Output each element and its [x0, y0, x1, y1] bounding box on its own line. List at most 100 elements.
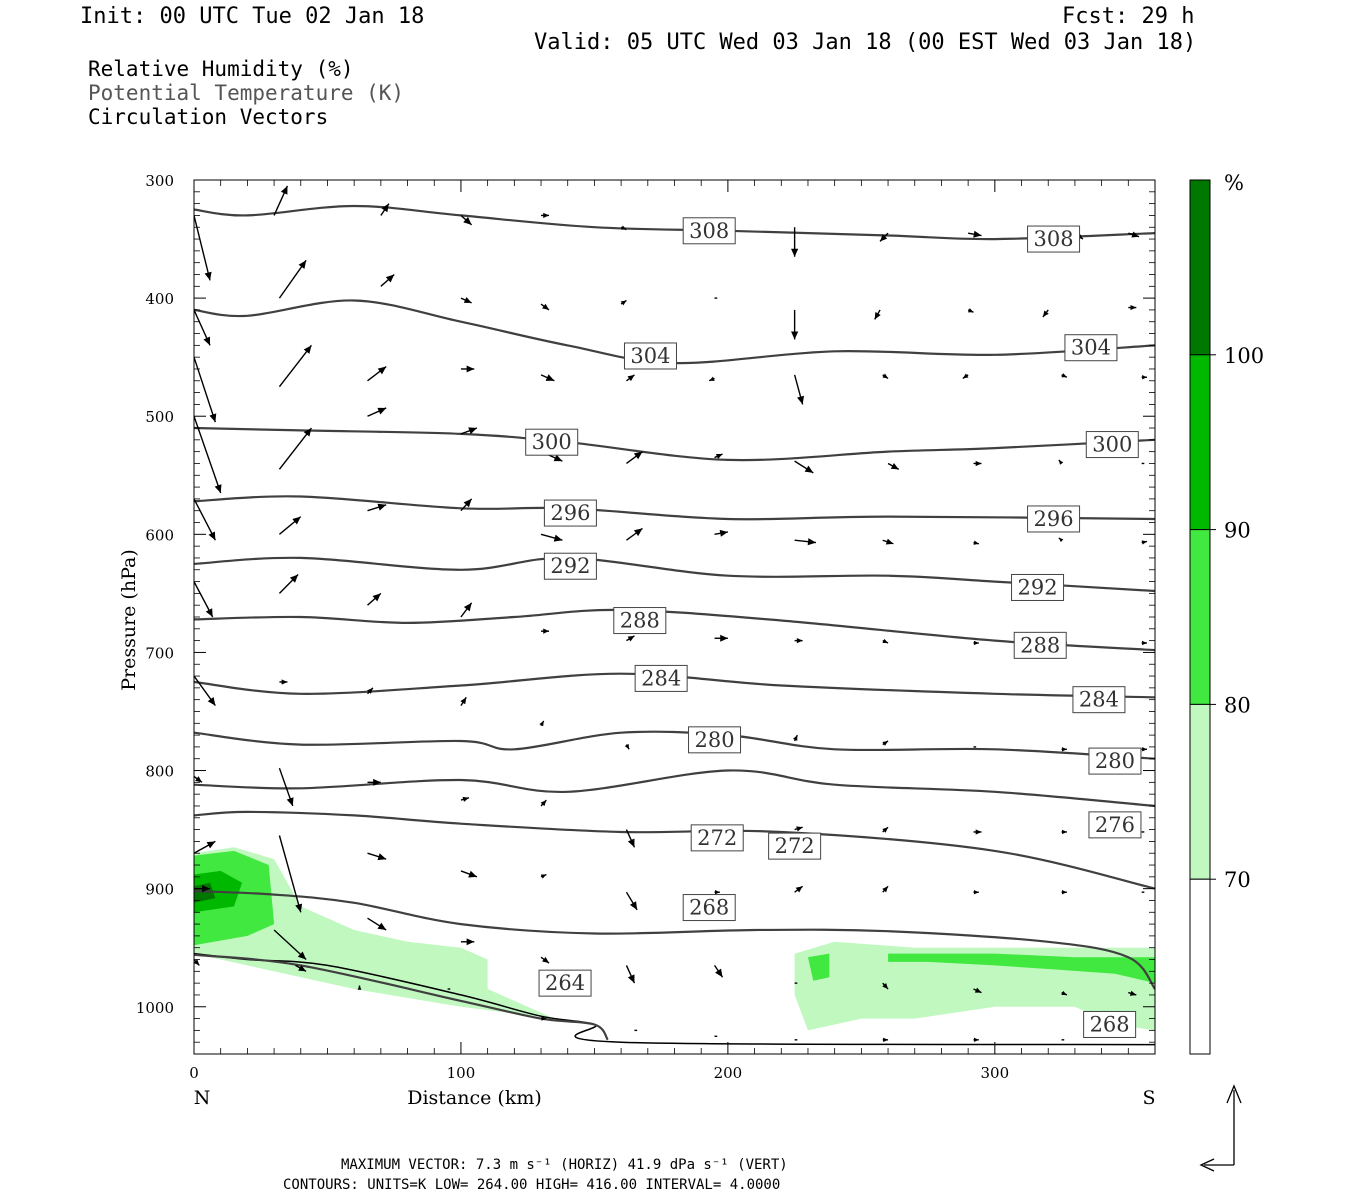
- vector-arrow: [1058, 537, 1064, 543]
- forecast-hour: Fcst: 29 h: [1062, 4, 1195, 29]
- vector-arrow: [460, 297, 472, 304]
- vector-arrow: [882, 538, 894, 545]
- vector-arrow: [540, 303, 550, 311]
- vector-arrow: [973, 829, 982, 835]
- vector-arrow: [791, 309, 799, 340]
- vector-arrow: [714, 890, 720, 895]
- contour-labels: 308 308 304 304 300 300 296 296 292 292 288 288 284 2…: [525, 217, 1142, 1038]
- vector-arrow: [460, 427, 478, 435]
- vector-arrow: [1058, 459, 1064, 465]
- x-tick-label: 0: [189, 1064, 199, 1082]
- colorbar-label: 100: [1224, 344, 1264, 368]
- vector-arrow: [887, 462, 900, 470]
- contour-label: 300: [1085, 431, 1139, 459]
- vector-arrow: [194, 415, 222, 494]
- vector-arrow: [460, 870, 478, 878]
- vector-arrow: [278, 516, 302, 535]
- vector-arrow: [194, 775, 203, 783]
- vector-arrow: [625, 891, 638, 911]
- vector-arrow: [460, 938, 475, 946]
- svg-text:264: 264: [545, 971, 585, 995]
- valid-time: Valid: 05 UTC Wed 03 Jan 18 (00 EST Wed …: [534, 30, 1197, 55]
- contour-label: 296: [543, 499, 597, 527]
- x-tick-label: 200: [714, 1064, 743, 1082]
- vector-arrow: [367, 778, 381, 786]
- vector-arrow: [1141, 747, 1147, 752]
- x-axis-title: Distance (km): [407, 1087, 542, 1109]
- svg-text:268: 268: [689, 896, 729, 920]
- vector-arrow: [278, 835, 303, 913]
- theta-contour-296: [194, 495, 1155, 521]
- max-vector-info: MAXIMUM VECTOR: 7.3 m s⁻¹ (HORIZ) 41.9 d…: [341, 1157, 788, 1173]
- vector-arrow: [1061, 747, 1067, 752]
- vector-arrow: [367, 917, 387, 931]
- vector-arrow: [968, 230, 982, 238]
- theta-contour-276: [194, 769, 1155, 808]
- vector-arrow: [540, 873, 547, 879]
- axes: 300 400 500 600 700 800 900 1000 0 100 200 300 N S Dis…: [118, 172, 1156, 1109]
- vector-arrow: [273, 929, 307, 961]
- colorbar-segment: [1189, 878, 1211, 1055]
- vector-arrow: [1042, 309, 1049, 318]
- legend-rh: Relative Humidity (%): [88, 57, 354, 81]
- vector-arrow: [626, 374, 635, 382]
- circulation-vectors: [194, 185, 1148, 1043]
- vector-arrow: [792, 734, 798, 742]
- vector-arrow: [620, 225, 627, 231]
- theta-contour-264: [194, 953, 609, 1041]
- y-tick-label: 1000: [136, 999, 174, 1017]
- vector-arrow: [791, 227, 799, 257]
- rh-region-80: [888, 953, 1155, 984]
- svg-text:288: 288: [1020, 633, 1060, 657]
- vector-arrow: [794, 538, 817, 546]
- theta-contour-304: [194, 299, 1155, 365]
- colorbar-segment: [1189, 179, 1211, 356]
- vector-arrow: [973, 1037, 979, 1043]
- vector-arrow: [882, 982, 889, 990]
- vector-arrow: [973, 640, 979, 646]
- svg-text:280: 280: [1095, 749, 1135, 773]
- rh-shading: [194, 847, 1155, 1031]
- vector-arrow: [626, 527, 643, 541]
- svg-text:308: 308: [1034, 227, 1074, 251]
- contour-label: 280: [1088, 747, 1142, 775]
- svg-text:292: 292: [550, 554, 590, 578]
- theta-contour-284: [194, 672, 1155, 699]
- vector-arrow: [367, 407, 387, 417]
- vector-arrow: [794, 638, 803, 644]
- contour-label: 304: [1064, 334, 1118, 362]
- vector-arrow: [367, 592, 382, 606]
- vector-arrow: [460, 214, 473, 226]
- contour-label: 284: [1072, 686, 1126, 714]
- contour-label: 268: [682, 894, 736, 922]
- rh-region-80: [808, 953, 830, 981]
- contour-label: 308: [682, 217, 736, 245]
- vector-arrow: [882, 885, 889, 893]
- vector-arrow: [295, 964, 307, 972]
- vector-arrow: [708, 376, 715, 382]
- colorbar: % 70 80 90 100: [1189, 171, 1264, 1055]
- contour-label: 292: [543, 552, 597, 580]
- y-tick-label: 800: [145, 763, 174, 781]
- theta-contour-268: [194, 889, 1155, 990]
- contour-label: 272: [690, 824, 744, 852]
- y-tick-label: 300: [145, 172, 174, 190]
- y-tick-label: 700: [145, 644, 174, 662]
- svg-text:304: 304: [1071, 336, 1111, 360]
- colorbar-label: 70: [1224, 868, 1251, 892]
- vector-arrow: [1128, 231, 1140, 238]
- vector-arrow: [1128, 304, 1137, 311]
- colorbar-unit: %: [1224, 171, 1244, 195]
- vector-arrow: [278, 344, 313, 388]
- vector-arrow: [279, 679, 288, 685]
- vector-arrow: [541, 212, 550, 219]
- vector-arrow: [540, 956, 550, 964]
- vector-arrow: [1061, 829, 1067, 835]
- y-tick-label: 500: [145, 408, 174, 426]
- vector-arrow: [1141, 640, 1147, 646]
- svg-text:296: 296: [550, 501, 590, 525]
- svg-text:276: 276: [1095, 813, 1135, 837]
- vector-arrow: [540, 533, 563, 542]
- vector-arrow: [973, 540, 979, 545]
- theta-contour-292: [194, 556, 1155, 593]
